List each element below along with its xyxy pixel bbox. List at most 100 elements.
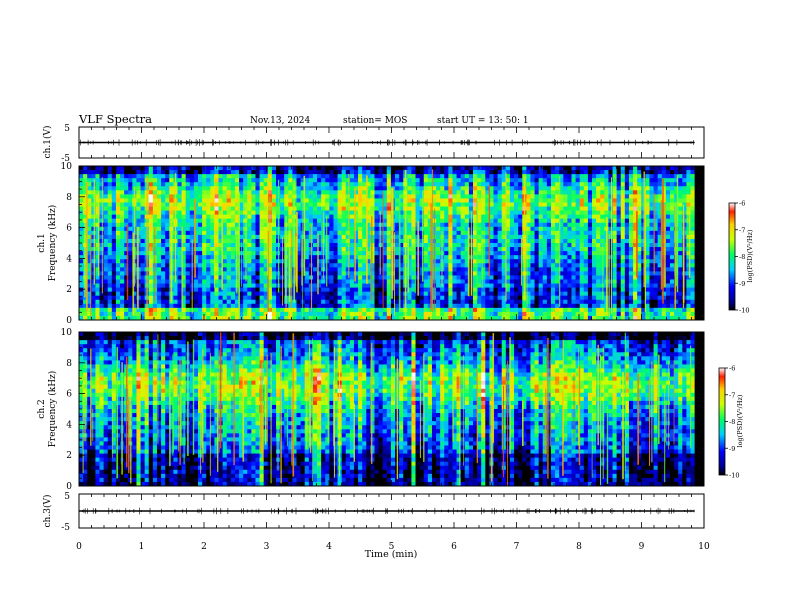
spectrogram-cell	[177, 315, 183, 320]
spectrogram-cell	[333, 206, 339, 212]
spectrogram-cell	[534, 275, 540, 281]
spectrogram-cell	[271, 283, 277, 289]
spectrogram-cell	[107, 263, 113, 268]
spectrogram-cell	[271, 303, 277, 309]
spectrogram-cell	[366, 295, 371, 301]
spectrogram-cell	[505, 247, 511, 252]
spectrogram-cell	[477, 307, 482, 313]
spectrogram-cell	[546, 315, 552, 320]
spectrogram-cell	[567, 267, 573, 272]
spectrogram-cell	[103, 299, 109, 305]
spectrogram-cell	[198, 206, 203, 212]
spectrogram-cell	[152, 178, 158, 183]
spectrogram-cell	[526, 194, 532, 200]
spectrogram-cell	[103, 234, 109, 240]
spectrogram-cell	[583, 238, 589, 244]
spectrogram-cell	[288, 287, 294, 293]
spectrogram-cell	[411, 267, 417, 272]
spectrogram-cell	[202, 214, 207, 220]
spectrogram-cell	[481, 255, 486, 260]
spectrogram-cell	[173, 307, 179, 313]
spectrogram-cell	[353, 174, 359, 179]
spectrogram-cell	[107, 271, 113, 277]
spectrogram-cell	[107, 255, 113, 260]
spectrogram-cell	[456, 182, 462, 187]
spectrogram-cell	[423, 234, 429, 240]
spectrogram-cell	[423, 303, 429, 309]
spectrogram-cell	[317, 190, 322, 195]
spectrogram-cell	[341, 238, 347, 244]
spectrogram-cell	[592, 178, 597, 183]
spectrogram-cell	[423, 279, 429, 285]
spectrogram-cell	[460, 287, 466, 293]
spectrogram-cell	[181, 255, 187, 260]
spectrogram-cell	[288, 251, 294, 256]
spectrogram-cell	[460, 275, 466, 281]
spectrogram-cell	[193, 174, 199, 179]
spectrogram-cell	[444, 210, 449, 216]
spectrogram-cell	[497, 267, 503, 272]
spectrogram-cell	[567, 299, 573, 305]
spectrogram-cell	[317, 230, 322, 236]
spectrogram-cell	[477, 255, 482, 260]
spectrogram-cell	[280, 194, 285, 200]
spectrogram-cell	[370, 166, 376, 171]
spectrogram-cell	[193, 275, 199, 281]
spectrogram-cell	[436, 210, 441, 216]
spectrogram-cell	[193, 238, 199, 244]
spectrogram-cell	[193, 210, 199, 216]
spectrogram-cell	[120, 279, 125, 285]
spectrogram-cell	[148, 238, 154, 244]
spectrogram-cell	[485, 182, 491, 187]
spectrogram-cell	[210, 263, 216, 268]
spectrogram-cell	[79, 275, 84, 281]
spectrogram-cell	[509, 279, 515, 285]
spectrogram-cell	[374, 218, 380, 224]
spectrogram-cell	[567, 218, 573, 224]
spectrogram-cell	[407, 234, 413, 240]
spectrogram-cell	[370, 234, 376, 240]
spectrogram-cell	[444, 299, 449, 305]
spectrogram-cell	[501, 311, 507, 317]
spectrogram-cell	[345, 247, 351, 252]
spectrogram-cell	[596, 299, 601, 305]
spectrogram-cell	[374, 190, 380, 195]
spectrogram-cell	[571, 230, 577, 236]
spectrogram-cell	[255, 315, 261, 320]
spectrogram-cell	[136, 190, 142, 195]
spectrogram-cell	[382, 291, 388, 297]
spectrogram-cell	[206, 287, 211, 293]
spectrogram-cell	[460, 166, 466, 171]
spectrogram-cell	[107, 194, 113, 200]
spectrogram-cell	[587, 307, 593, 313]
spectrogram-cell	[206, 178, 211, 183]
spectrogram-cell	[251, 178, 257, 183]
spectrogram-cell	[288, 182, 294, 187]
spectrogram-cell	[202, 174, 207, 179]
spectrogram-cell	[312, 174, 318, 179]
spectrogram-cell	[288, 259, 294, 264]
spectrogram-cell	[321, 315, 326, 320]
spectrogram-cell	[596, 267, 601, 272]
spectrogram-cell	[362, 218, 367, 224]
spectrogram-cell	[477, 194, 482, 200]
spectrogram-cell	[136, 170, 142, 175]
spectrogram-cell	[144, 311, 150, 317]
spectrogram-cell	[583, 190, 589, 195]
spectrogram-cell	[382, 238, 388, 244]
spectrogram-cell	[415, 299, 421, 305]
spectrogram-cell	[559, 299, 564, 305]
spectrogram-cell	[325, 247, 330, 252]
spectrogram-cell	[518, 263, 523, 268]
spectrogram-cell	[271, 186, 277, 191]
spectrogram-cell	[288, 178, 294, 183]
spectrogram-cell	[473, 202, 478, 208]
spectrogram-cell	[575, 206, 581, 212]
spectrogram-cell	[210, 186, 216, 191]
spectrogram-cell	[600, 186, 605, 191]
spectrogram-cell	[169, 303, 174, 309]
spectrogram-cell	[366, 283, 371, 289]
spectrogram-cell	[345, 283, 351, 289]
spectrogram-cell	[333, 166, 339, 171]
spectrogram-cell	[296, 174, 302, 179]
